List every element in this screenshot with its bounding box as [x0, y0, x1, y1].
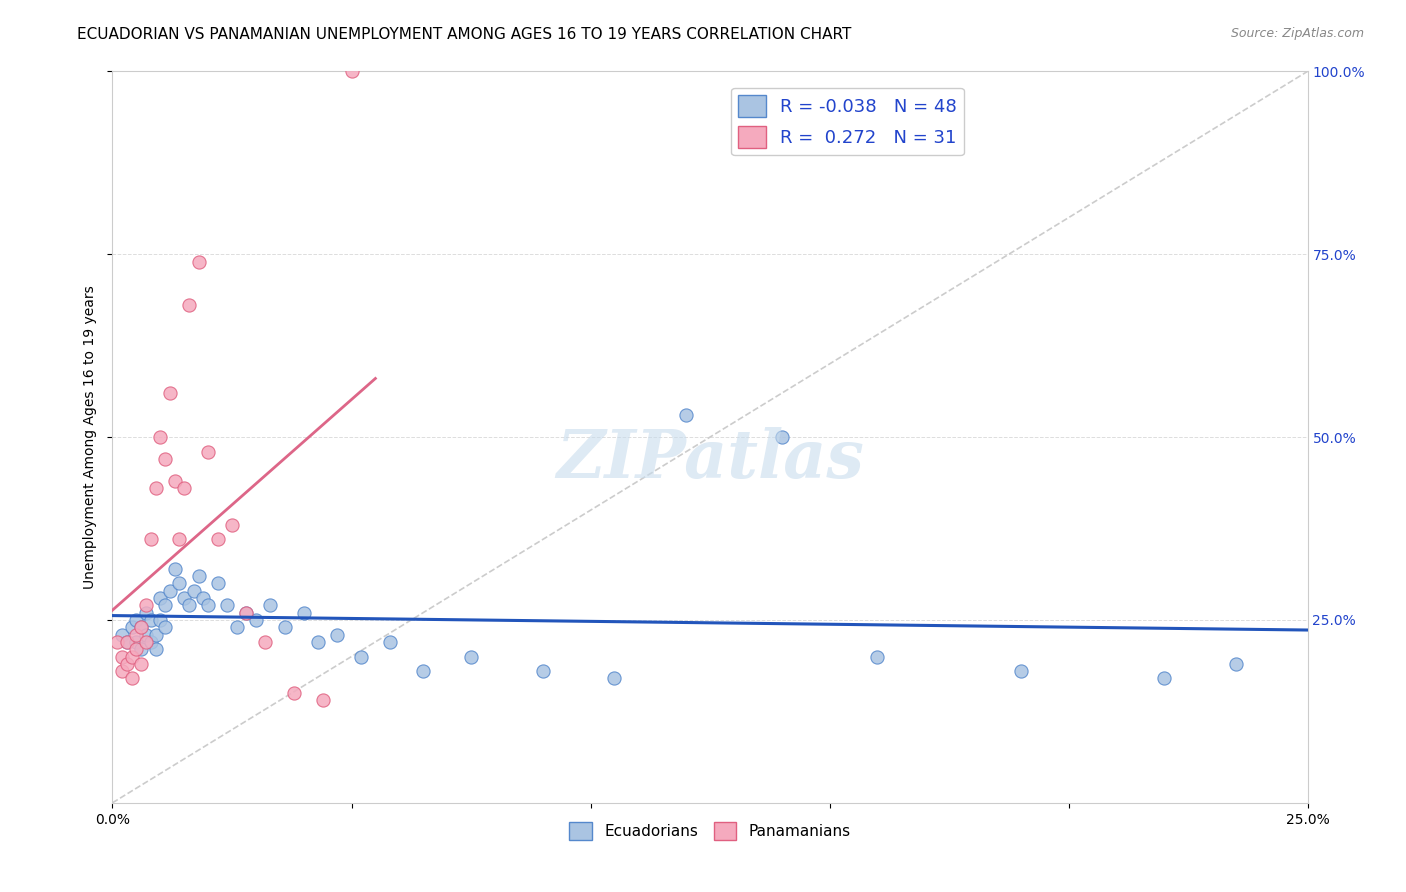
Point [115, 635, 138, 649]
Point [531, 664, 554, 678]
Point [177, 599, 200, 613]
Point [307, 635, 329, 649]
Point [149, 613, 172, 627]
Point [111, 627, 134, 641]
Point [283, 686, 305, 700]
Point [145, 481, 167, 495]
Point [207, 533, 229, 547]
Point [153, 620, 176, 634]
Point [312, 693, 335, 707]
Point [340, 64, 363, 78]
Point [111, 649, 134, 664]
Point [866, 649, 889, 664]
Point [121, 649, 143, 664]
Point [221, 517, 243, 532]
Point [159, 386, 181, 401]
Point [153, 599, 176, 613]
Point [603, 672, 626, 686]
Point [163, 474, 186, 488]
Point [193, 591, 215, 605]
Point [135, 635, 157, 649]
Point [187, 569, 209, 583]
Point [129, 620, 152, 634]
Point [115, 635, 138, 649]
Point [125, 627, 148, 641]
Point [235, 606, 257, 620]
Point [159, 583, 181, 598]
Point [129, 642, 152, 657]
Point [139, 533, 162, 547]
Point [350, 649, 373, 664]
Point [153, 452, 176, 467]
Point [197, 599, 219, 613]
Point [1225, 657, 1247, 671]
Point [225, 620, 247, 634]
Y-axis label: Unemployment Among Ages 16 to 19 years: Unemployment Among Ages 16 to 19 years [83, 285, 97, 589]
Point [292, 606, 315, 620]
Text: ZIPatlas: ZIPatlas [557, 426, 863, 491]
Point [169, 533, 191, 547]
Point [378, 635, 401, 649]
Point [235, 606, 257, 620]
Text: Source: ZipAtlas.com: Source: ZipAtlas.com [1230, 27, 1364, 40]
Point [675, 408, 697, 422]
Point [145, 642, 167, 657]
Point [125, 613, 148, 627]
Point [1153, 672, 1175, 686]
Point [770, 430, 793, 444]
Point [139, 613, 162, 627]
Point [1010, 664, 1032, 678]
Point [169, 576, 191, 591]
Point [254, 635, 277, 649]
Legend: Ecuadorians, Panamanians: Ecuadorians, Panamanians [564, 815, 856, 847]
Point [111, 664, 134, 678]
Point [273, 620, 295, 634]
Point [129, 620, 152, 634]
Point [105, 635, 128, 649]
Point [129, 657, 152, 671]
Point [149, 591, 172, 605]
Point [173, 481, 195, 495]
Point [139, 635, 162, 649]
Point [207, 576, 229, 591]
Point [197, 444, 219, 458]
Point [259, 599, 281, 613]
Text: ECUADORIAN VS PANAMANIAN UNEMPLOYMENT AMONG AGES 16 TO 19 YEARS CORRELATION CHAR: ECUADORIAN VS PANAMANIAN UNEMPLOYMENT AM… [77, 27, 852, 42]
Point [125, 635, 148, 649]
Point [149, 430, 172, 444]
Point [460, 649, 482, 664]
Point [412, 664, 434, 678]
Point [135, 627, 157, 641]
Point [135, 599, 157, 613]
Point [245, 613, 267, 627]
Point [121, 620, 143, 634]
Point [121, 672, 143, 686]
Point [163, 562, 186, 576]
Point [115, 657, 138, 671]
Point [183, 583, 205, 598]
Point [145, 627, 167, 641]
Point [135, 606, 157, 620]
Point [177, 298, 200, 312]
Point [326, 627, 349, 641]
Point [125, 642, 148, 657]
Point [217, 599, 239, 613]
Point [187, 254, 209, 268]
Point [173, 591, 195, 605]
